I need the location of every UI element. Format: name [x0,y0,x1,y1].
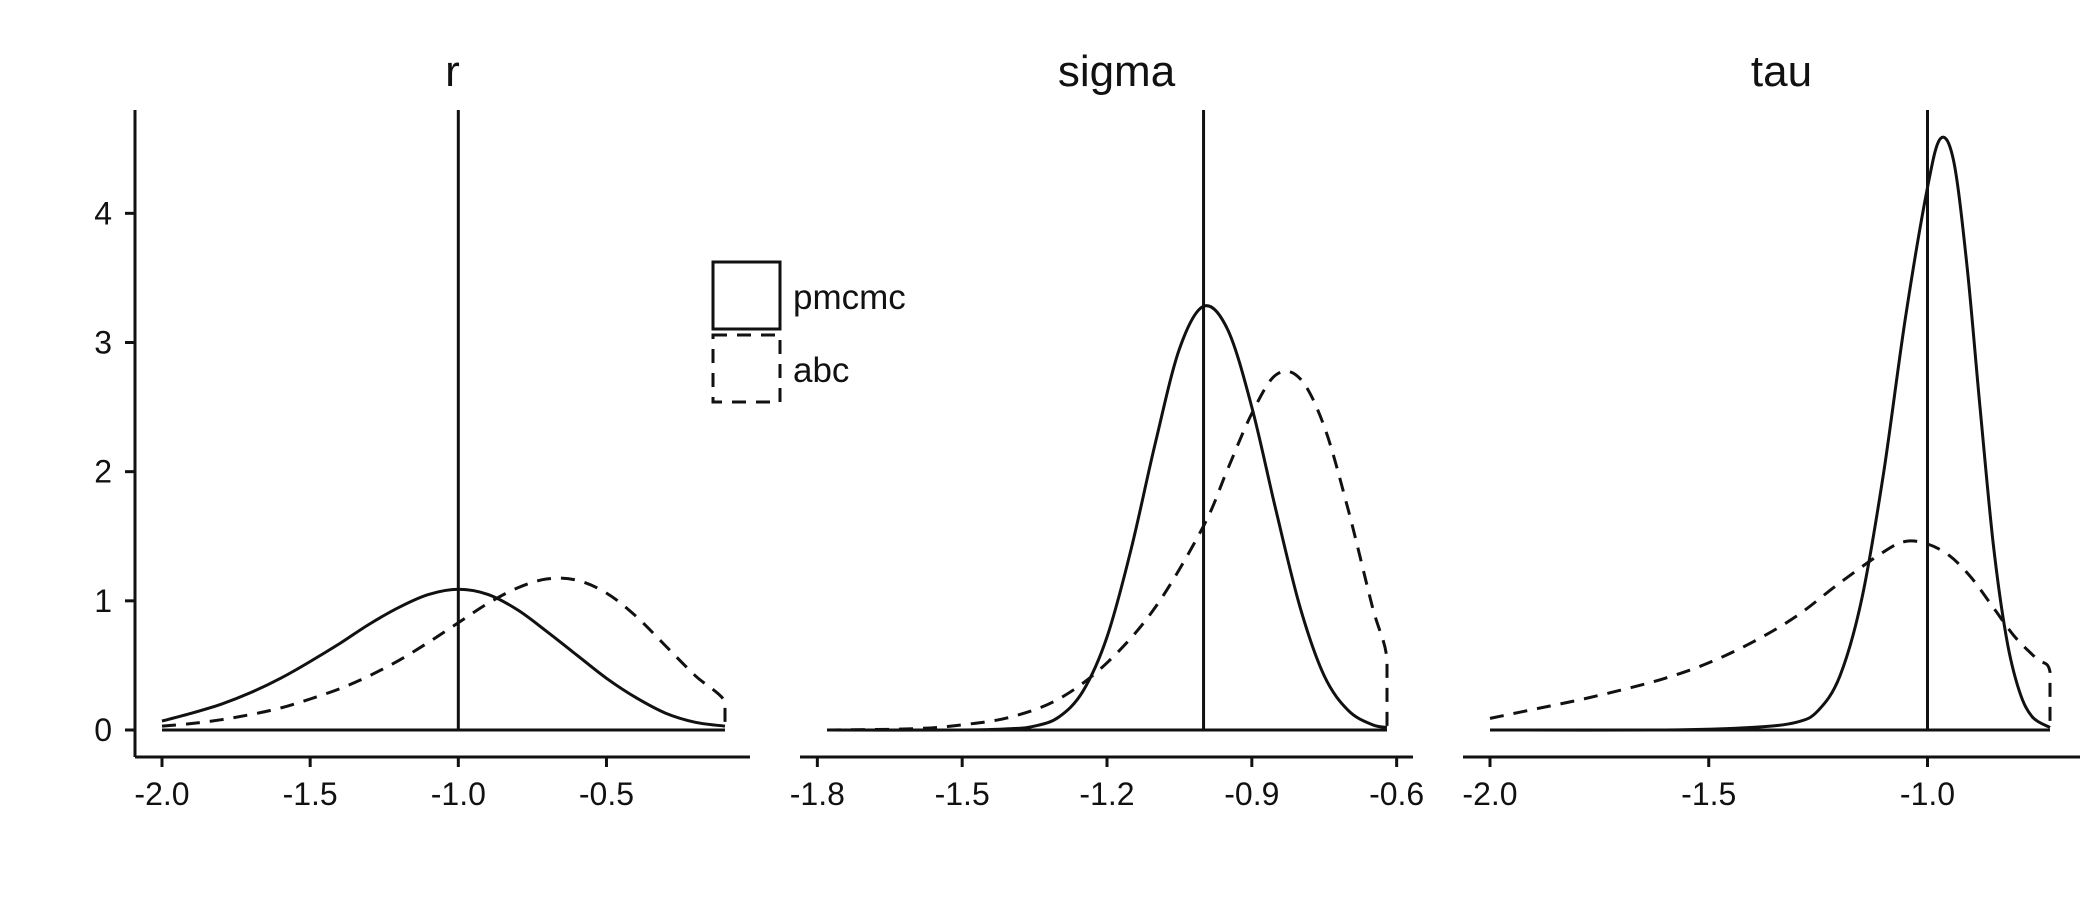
panel-tau: tau -2.0 -1.5 -1.0 [1462,47,2080,812]
x-tick-label: -1.8 [790,776,845,812]
panel-sigma: sigma -1.8 -1.5 -1.2 -0.9 -0.6 [790,47,1424,812]
legend: pmcmc abc [711,260,906,404]
x-tick-label: -1.5 [935,776,990,812]
y-tick-label: 0 [94,712,112,748]
panel-title: tau [1751,47,1812,96]
curve-abc [1489,539,2052,730]
x-tick-label: -1.2 [1079,776,1134,812]
panel-r: r -2.0 -1.5 -1.0 -0.5 [134,47,750,812]
curve-abc [161,576,727,730]
x-tick-label: -0.9 [1224,776,1279,812]
curve-pmcmc [826,304,1388,732]
x-tick-label: -2.0 [134,776,189,812]
curve-pmcmc [161,587,726,728]
x-tick-label: -1.0 [431,776,486,812]
x-tick-label: -0.5 [579,776,634,812]
y-tick-label: 1 [94,583,112,619]
panel-title: sigma [1058,47,1176,96]
panel-title: r [445,47,460,96]
y-tick-label: 4 [94,195,112,231]
curve-pmcmc [1489,135,2051,732]
x-tick-label: -1.0 [1900,776,1955,812]
x-tick-label: -2.0 [1462,776,1517,812]
legend-key-abc [711,333,782,404]
legend-label-abc: abc [793,351,849,390]
curve-abc [826,369,1389,732]
y-axis: 0 1 2 3 4 [94,110,137,757]
y-tick-label: 2 [94,454,112,490]
panels-layer: r -2.0 -1.5 -1.0 -0.5 sigma -1.8 -1.5 -1.2 -0.9 -0… [134,47,2080,812]
x-tick-label: -1.5 [283,776,338,812]
y-tick-label: 3 [94,325,112,361]
x-tick-label: -1.5 [1681,776,1736,812]
legend-label-pmcmc: pmcmc [793,278,906,317]
x-tick-label: -0.6 [1369,776,1424,812]
legend-key-pmcmc [711,260,782,331]
